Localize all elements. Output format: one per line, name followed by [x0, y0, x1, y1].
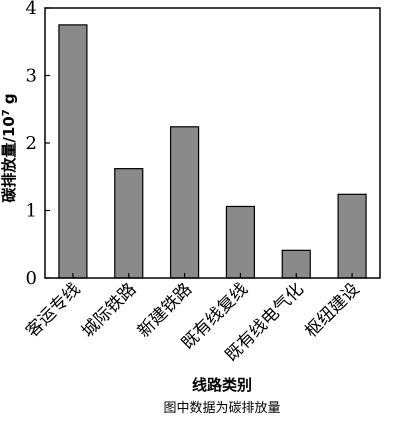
y-tick-label: 1 [26, 201, 37, 222]
bar-3 [169, 126, 200, 279]
bar-1 [58, 24, 88, 279]
y-axis-label: 碳排放量/107 g [0, 93, 18, 202]
bar-2 [114, 168, 144, 279]
y-tick-label: 4 [26, 0, 37, 19]
chart-caption: 图中数据为碳排放量 [163, 401, 280, 416]
y-tick-label: 3 [26, 66, 37, 87]
plot-frame [44, 7, 381, 279]
x-tick-label: 城际铁路 [78, 279, 140, 341]
y-tick-label: 2 [26, 133, 37, 154]
x-tick-label: 枢纽建设 [301, 279, 363, 341]
x-axis-label: 线路类别 [192, 376, 252, 394]
bar-4 [225, 205, 256, 279]
bar-6 [337, 193, 367, 279]
y-tick-label: 0 [26, 268, 37, 289]
y-axis-ticks: 0 1 2 3 4 [26, 0, 50, 289]
bars-group [58, 24, 367, 279]
